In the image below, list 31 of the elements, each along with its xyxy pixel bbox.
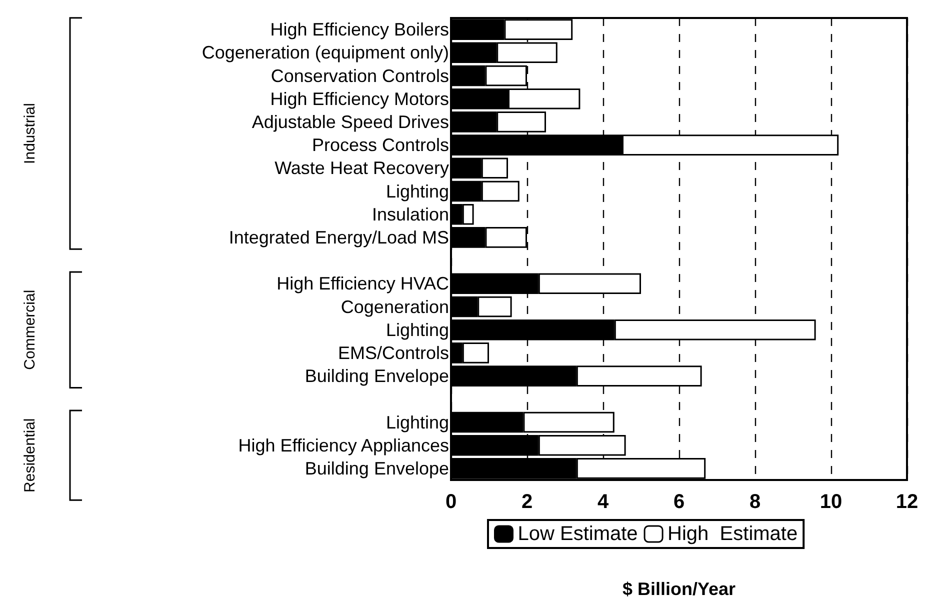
y-tick-label: Integrated Energy/Load MS xyxy=(228,227,449,248)
text: Industrial xyxy=(22,103,38,164)
y-tick-label: Process Controls xyxy=(312,135,449,156)
y-tick-label: Lighting xyxy=(386,320,449,340)
x-tick-label: 12 xyxy=(896,491,918,513)
y-tick-label: High Efficiency Boilers xyxy=(270,20,449,40)
x-tick-label: 2 xyxy=(521,491,533,513)
y-tick-label: Building Envelope xyxy=(304,366,449,386)
y-tick-label: EMS/Controls xyxy=(338,342,449,363)
x-axis-title: $ Billion/Year xyxy=(622,579,736,599)
text: Commercial xyxy=(22,290,38,370)
legend-label: Low Estimate xyxy=(518,523,638,545)
y-tick-label: Cogeneration (equipment only) xyxy=(202,42,449,63)
y-tick-label: Adjustable Speed Drives xyxy=(252,112,449,132)
y-tick-label: Waste Heat Recovery xyxy=(274,158,449,178)
y-tick-label: High Efficiency HVAC xyxy=(276,274,449,294)
y-tick-label: Lighting xyxy=(386,412,449,432)
y-tick-label: Building Envelope xyxy=(304,458,449,478)
x-tick-label: 10 xyxy=(820,491,842,513)
y-tick-label: Lighting xyxy=(386,181,449,202)
text: Residential xyxy=(22,418,38,492)
x-tick-label: 0 xyxy=(445,491,457,513)
y-tick-label: High Efficiency Motors xyxy=(270,88,449,109)
x-tick-label: 6 xyxy=(673,491,685,513)
y-tick-label: Conservation Controls xyxy=(270,66,449,86)
y-tick-label: Cogeneration xyxy=(340,296,449,317)
y-tick-label: High Efficiency Appliances xyxy=(238,435,449,456)
x-tick-label: 8 xyxy=(749,491,761,513)
legend-label: High Estimate xyxy=(668,523,798,545)
x-tick-label: 4 xyxy=(597,491,610,513)
y-tick-label: Insulation xyxy=(372,204,449,224)
